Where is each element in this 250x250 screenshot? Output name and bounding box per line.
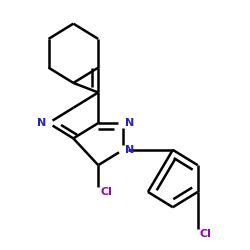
Text: N: N [125, 145, 134, 155]
Text: Cl: Cl [100, 187, 112, 197]
Text: N: N [37, 118, 46, 128]
Text: N: N [125, 118, 134, 128]
Text: Cl: Cl [200, 229, 211, 239]
